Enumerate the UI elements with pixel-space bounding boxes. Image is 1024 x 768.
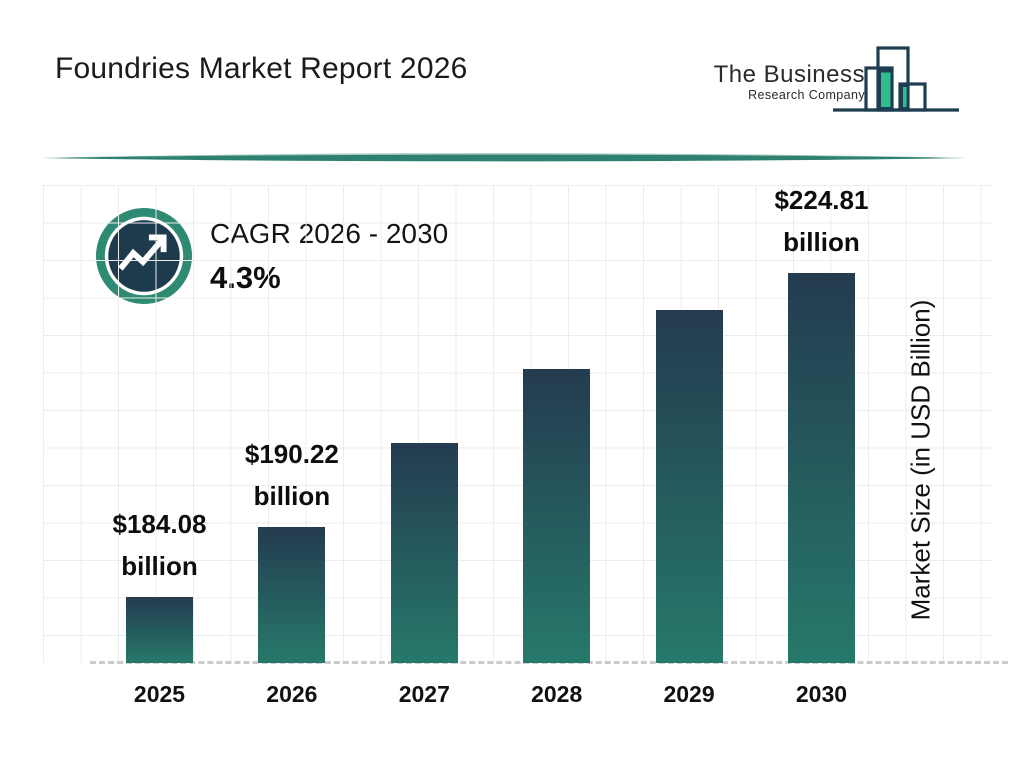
data-label-unit: billion [783,227,860,257]
bar-2027 [390,443,458,663]
y-axis-title: Market Size (in USD Billion) [905,299,936,621]
bar-group: $224.81 billion 2030 [774,185,868,707]
data-label-amount: $184.08 [112,509,207,539]
data-label-2026: $190.22 billion [177,433,407,517]
bar-group: $184.08 billion 2025 [113,185,207,707]
logo-skyline-icon [833,46,959,112]
bar-2029 [655,310,723,663]
header-divider [40,153,967,162]
data-label-amount: $224.81 [774,185,869,215]
data-label-amount: $190.22 [244,439,339,469]
x-axis-label-2028: 2028 [531,681,583,707]
bar-group: $190.22 billion 2026 [245,185,339,707]
bar-2026 [258,527,326,663]
page-title: Foundries Market Report 2026 [55,52,468,85]
x-axis-label-2029: 2029 [663,681,715,707]
bar-2028 [523,369,591,663]
x-axis-label-2026: 2026 [266,681,318,707]
data-label-2030: $224.81 billion [706,179,936,263]
bar-group: 2029 [655,185,723,707]
data-label-2025: $184.08 billion [45,503,275,587]
logo-line2: Research Company [748,88,865,102]
logo-text: The Business Research Company [695,62,865,103]
bar-group: 2028 [523,185,591,707]
x-axis-label-2030: 2030 [795,681,848,707]
data-label-unit: billion [253,481,331,511]
bar-group: 2027 [390,185,458,707]
bar-series: $184.08 billion 2025 $190.22 billion 2026 2027… [113,185,869,707]
x-axis-label-2027: 2027 [398,681,450,707]
company-logo: The Business Research Company [695,46,965,128]
bar-2025 [126,597,193,663]
bar-2030 [787,273,855,663]
data-label-unit: billion [121,551,198,581]
x-axis-label-2025: 2025 [133,681,186,707]
logo-line1: The Business [713,61,865,88]
